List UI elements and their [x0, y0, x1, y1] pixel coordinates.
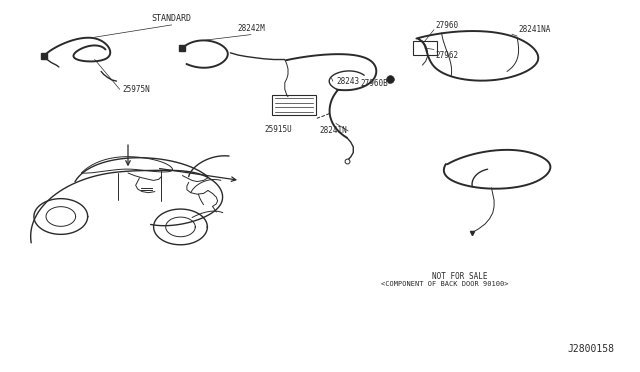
Bar [413, 41, 437, 55]
Bar [272, 95, 316, 115]
Text: 28243: 28243 [336, 77, 359, 86]
Text: 28242M: 28242M [237, 24, 265, 33]
Text: 27960B: 27960B [360, 79, 388, 88]
Text: 27962: 27962 [435, 51, 458, 60]
Text: 27960: 27960 [435, 21, 458, 30]
Text: 28241N: 28241N [319, 126, 347, 135]
Text: <COMPONENT OF BACK DOOR 90100>: <COMPONENT OF BACK DOOR 90100> [381, 281, 509, 287]
Text: 28241NA: 28241NA [518, 25, 551, 34]
Text: STANDARD: STANDARD [152, 14, 191, 23]
Text: 25975N: 25975N [123, 85, 150, 94]
Text: 25915U: 25915U [264, 125, 292, 134]
Text: J2800158: J2800158 [568, 344, 614, 354]
Text: NOT FOR SALE: NOT FOR SALE [432, 272, 487, 281]
